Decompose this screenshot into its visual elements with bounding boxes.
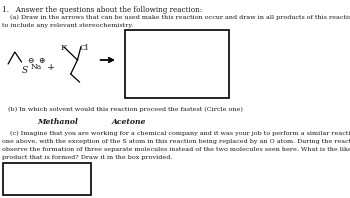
Text: Acetone: Acetone — [111, 118, 146, 126]
Text: (a) Draw in the arrows that can be used make this reaction occur and draw in all: (a) Draw in the arrows that can be used … — [2, 15, 350, 20]
Text: one above, with the exception of the S atom in this reaction being replaced by a: one above, with the exception of the S a… — [2, 139, 350, 144]
Text: +: + — [47, 63, 55, 72]
Text: Methanol: Methanol — [37, 118, 78, 126]
Text: S: S — [22, 66, 28, 75]
Text: (c) Imagine that you are working for a chemical company and it was your job to p: (c) Imagine that you are working for a c… — [2, 131, 350, 136]
Text: product that is formed? Draw it in the box provided.: product that is formed? Draw it in the b… — [2, 155, 173, 160]
Text: ⊖: ⊖ — [27, 57, 33, 65]
Text: F: F — [61, 44, 66, 52]
Text: Cl: Cl — [79, 44, 89, 52]
Text: (b) In which solvent would this reaction proceed the fastest (Circle one): (b) In which solvent would this reaction… — [8, 107, 243, 112]
Text: observe the formation of three separate molecules instead of the two molecules s: observe the formation of three separate … — [2, 147, 350, 152]
Text: Na: Na — [31, 63, 42, 71]
Text: 1.   Answer the questions about the following reaction:: 1. Answer the questions about the follow… — [2, 6, 202, 14]
Text: ⊕: ⊕ — [38, 57, 45, 65]
Text: to include any relevant stereochemistry.: to include any relevant stereochemistry. — [2, 23, 133, 28]
Bar — [4, 163, 91, 195]
Bar — [125, 30, 229, 98]
